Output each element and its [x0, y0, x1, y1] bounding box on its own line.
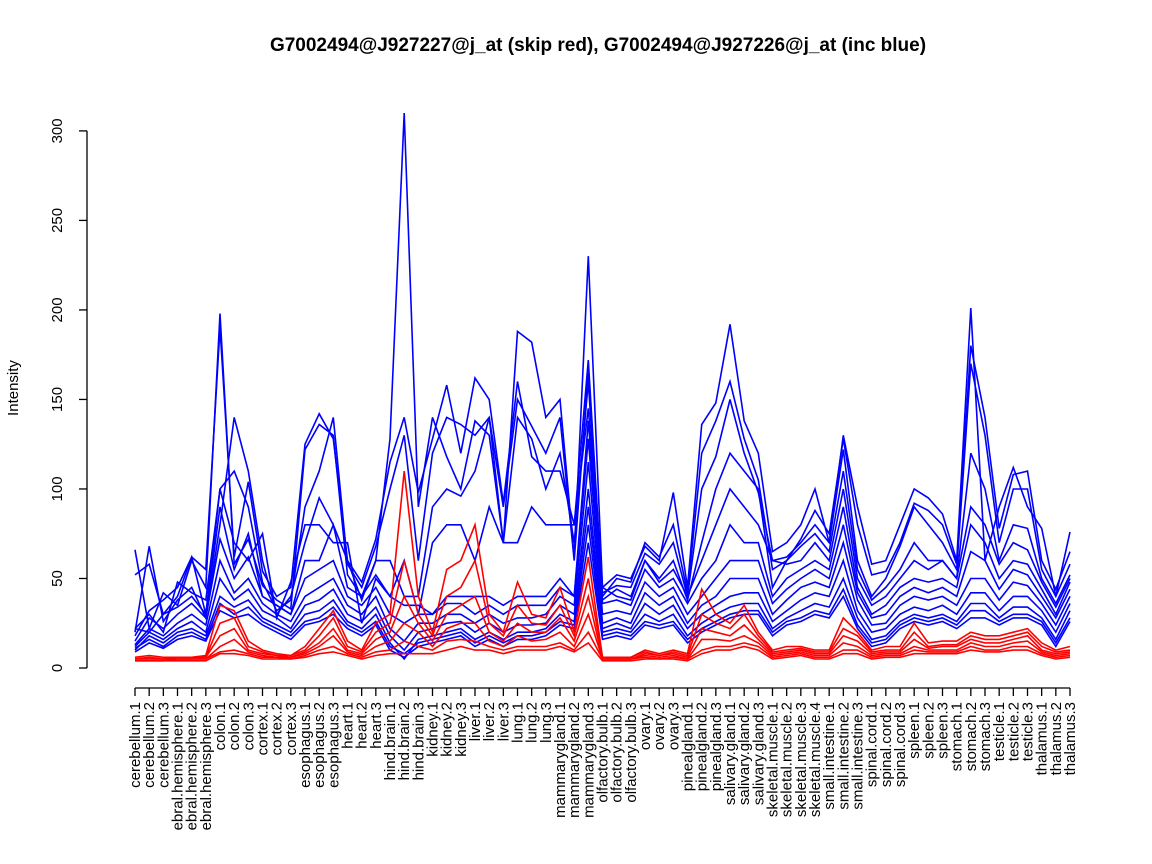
x-tick-label: cerebellum.2: [141, 702, 158, 788]
y-axis-label: Intensity: [5, 360, 22, 416]
x-tick-label: testicle.3: [1020, 702, 1037, 761]
y-tick-label: 200: [49, 297, 66, 322]
x-tick-label: testicle.1: [991, 702, 1008, 761]
x-tick-label: skeletal.muscle.3: [793, 702, 810, 817]
x-tick-label: olfactory.bulb.1: [595, 702, 612, 803]
x-tick-label: skeletal.muscle.4: [807, 702, 824, 817]
x-tick-label: liver.1: [467, 702, 484, 741]
x-tick-label: salivary.gland.3: [750, 702, 767, 805]
chart-title: G7002494@J927227@j_at (skip red), G70024…: [270, 35, 926, 56]
x-tick-label: kidney.2: [439, 702, 456, 757]
x-axis: cerebellum.1cerebellum.2cerebellum.3ebra…: [127, 687, 1079, 830]
x-tick-label: hind.brain.1: [382, 702, 399, 780]
x-tick-label: cortex.3: [283, 702, 300, 755]
x-tick-label: ebral.hemisphere.2: [184, 702, 201, 830]
y-tick-label: 0: [49, 664, 66, 672]
x-tick-label: spinal.cord.3: [892, 702, 909, 787]
x-tick-label: salivary.gland.2: [736, 702, 753, 805]
x-tick-label: thalamus.3: [1062, 702, 1079, 775]
x-tick-label: kidney.3: [453, 702, 470, 757]
y-tick-label: 100: [49, 476, 66, 501]
x-tick-label: skeletal.muscle.2: [779, 702, 796, 817]
series-layer: [134, 112, 1071, 662]
x-tick-label: liver.2: [481, 702, 498, 741]
x-tick-label: stomach.3: [977, 702, 994, 771]
x-tick-label: skeletal.muscle.1: [765, 702, 782, 817]
y-tick-label: 250: [49, 208, 66, 233]
x-tick-label: colon.3: [240, 702, 257, 750]
x-tick-label: ebral.hemisphere.1: [170, 702, 187, 830]
skip-series-line-18: [135, 641, 1071, 662]
x-tick-label: testicle.2: [1005, 702, 1022, 761]
x-tick-label: lung.2: [524, 702, 541, 743]
inc-series-line-1: [134, 112, 1071, 632]
x-tick-label: olfactory.bulb.3: [623, 702, 640, 803]
x-tick-label: small.intestine.2: [835, 702, 852, 810]
x-tick-label: ovary.2: [651, 702, 668, 750]
x-tick-label: ovary.3: [665, 702, 682, 750]
x-tick-label: liver.3: [495, 702, 512, 741]
x-tick-label: heart.3: [368, 702, 385, 749]
x-tick-label: mammarygland.3: [580, 702, 597, 818]
x-tick-label: ebral.hemisphere.3: [198, 702, 215, 830]
x-tick-label: small.intestine.3: [850, 702, 867, 810]
x-tick-label: hind.brain.2: [396, 702, 413, 780]
x-tick-label: pinealgland.3: [708, 702, 725, 791]
x-tick-label: lung.1: [510, 702, 527, 743]
x-tick-label: lung.3: [538, 702, 555, 743]
x-tick-label: heart.2: [354, 702, 371, 749]
x-tick-label: spleen.1: [906, 702, 923, 759]
x-tick-label: cortex.1: [255, 702, 272, 755]
x-tick-label: stomach.1: [949, 702, 966, 771]
x-tick-label: spinal.cord.2: [878, 702, 895, 787]
inc-series-line-5: [134, 408, 1071, 637]
x-tick-label: esophagus.1: [297, 702, 314, 788]
y-axis: 0 50 100 150 200 250 300: [49, 118, 88, 672]
x-tick-label: pinealgland.1: [680, 702, 697, 791]
x-tick-label: kidney.1: [425, 702, 442, 757]
x-tick-label: thalamus.2: [1048, 702, 1065, 775]
x-tick-label: cerebellum.3: [155, 702, 172, 788]
x-tick-label: spleen.2: [920, 702, 937, 759]
x-tick-label: ovary.1: [637, 702, 654, 750]
x-tick-label: small.intestine.1: [821, 702, 838, 810]
x-tick-label: cortex.2: [269, 702, 286, 755]
x-tick-label: spinal.cord.1: [864, 702, 881, 787]
inc-series-line-12: [134, 542, 1071, 659]
x-tick-label: mammarygland.2: [566, 702, 583, 818]
x-tick-label: colon.2: [226, 702, 243, 750]
x-tick-label: hind.brain.3: [410, 702, 427, 780]
x-tick-label: salivary.gland.1: [722, 702, 739, 805]
y-tick-label: 150: [49, 387, 66, 412]
x-tick-label: spleen.3: [935, 702, 952, 759]
x-tick-label: pinealgland.2: [694, 702, 711, 791]
x-tick-label: esophagus.2: [311, 702, 328, 788]
x-tick-label: heart.1: [340, 702, 357, 749]
x-tick-label: mammarygland.1: [552, 702, 569, 818]
x-tick-label: esophagus.3: [325, 702, 342, 788]
y-tick-label: 300: [49, 118, 66, 143]
x-tick-label: cerebellum.1: [127, 702, 144, 788]
y-tick-label: 50: [49, 570, 66, 587]
x-tick-label: colon.1: [212, 702, 229, 750]
x-tick-label: stomach.2: [963, 702, 980, 771]
x-tick-label: thalamus.1: [1034, 702, 1051, 775]
x-tick-label: olfactory.bulb.2: [609, 702, 626, 803]
